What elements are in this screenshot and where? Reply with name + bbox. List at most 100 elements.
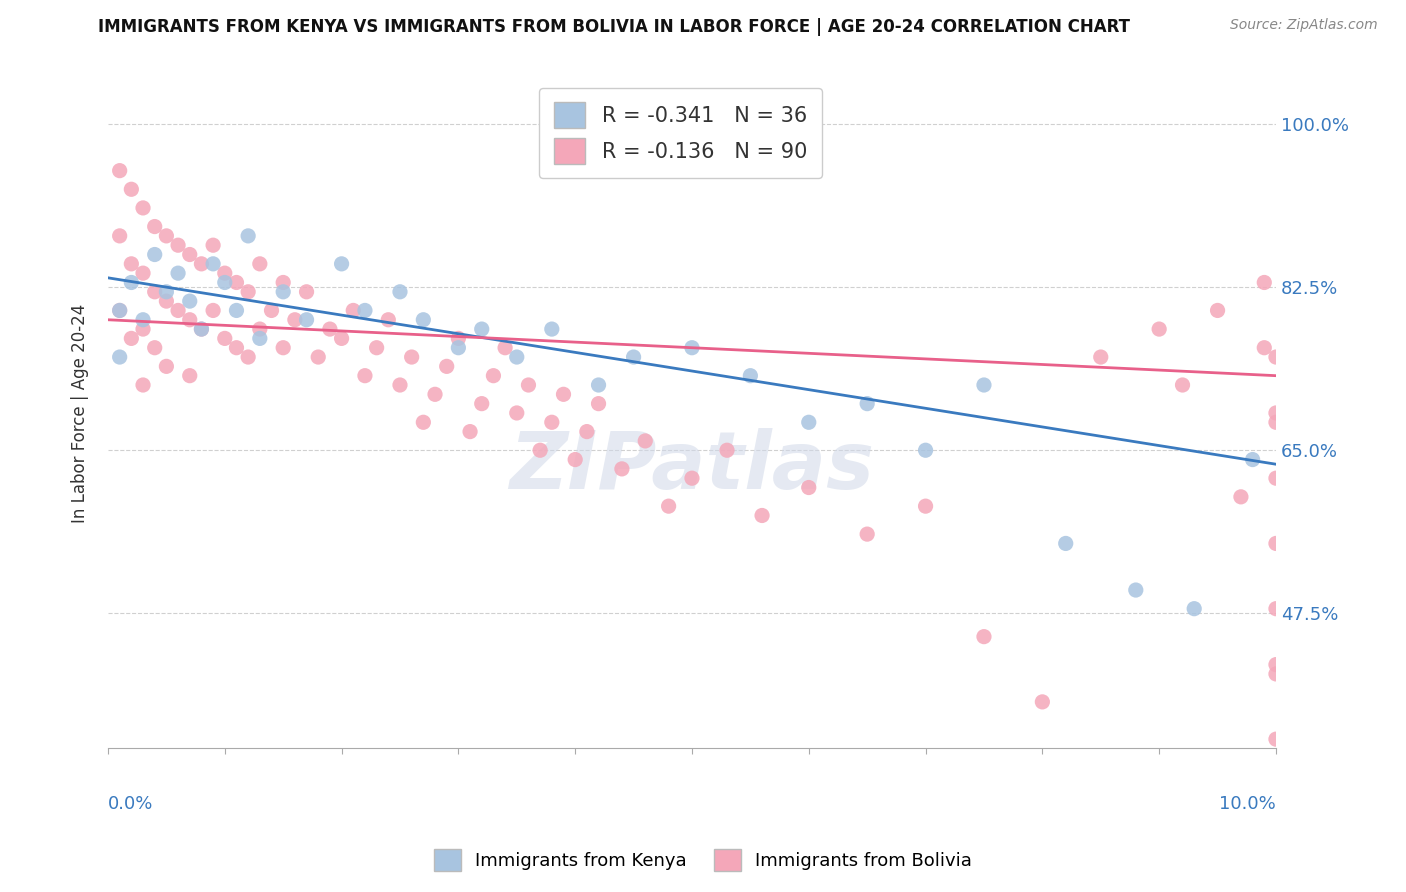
- Point: [108, 350, 131, 364]
- Point: [155, 285, 177, 299]
- Point: [540, 322, 562, 336]
- Point: [143, 247, 166, 261]
- Point: [973, 630, 995, 644]
- Point: [132, 201, 155, 215]
- Point: [588, 378, 610, 392]
- Point: [1230, 490, 1253, 504]
- Point: [179, 294, 201, 309]
- Point: [423, 387, 446, 401]
- Point: [132, 266, 155, 280]
- Point: [797, 481, 820, 495]
- Point: [1171, 378, 1194, 392]
- Point: [658, 499, 681, 513]
- Point: [155, 228, 177, 243]
- Point: [575, 425, 598, 439]
- Point: [1182, 601, 1205, 615]
- Point: [1090, 350, 1112, 364]
- Point: [132, 322, 155, 336]
- Point: [330, 257, 353, 271]
- Legend: R = -0.341   N = 36, R = -0.136   N = 90: R = -0.341 N = 36, R = -0.136 N = 90: [540, 87, 821, 178]
- Point: [366, 341, 388, 355]
- Point: [249, 257, 271, 271]
- Point: [236, 228, 259, 243]
- Point: [190, 257, 212, 271]
- Point: [1031, 695, 1053, 709]
- Point: [167, 303, 190, 318]
- Point: [1265, 415, 1288, 429]
- Point: [471, 322, 494, 336]
- Point: [120, 331, 142, 345]
- Point: [307, 350, 329, 364]
- Point: [1147, 322, 1170, 336]
- Point: [634, 434, 657, 448]
- Point: [271, 276, 294, 290]
- Point: [271, 341, 294, 355]
- Point: [681, 471, 703, 485]
- Point: [681, 341, 703, 355]
- Text: Source: ZipAtlas.com: Source: ZipAtlas.com: [1230, 18, 1378, 32]
- Point: [319, 322, 342, 336]
- Point: [553, 387, 575, 401]
- Point: [108, 163, 131, 178]
- Point: [295, 285, 318, 299]
- Point: [377, 312, 399, 326]
- Y-axis label: In Labor Force | Age 20-24: In Labor Force | Age 20-24: [72, 303, 89, 523]
- Point: [564, 452, 586, 467]
- Point: [249, 322, 271, 336]
- Point: [214, 331, 236, 345]
- Point: [388, 378, 411, 392]
- Point: [506, 350, 529, 364]
- Point: [401, 350, 423, 364]
- Text: 10.0%: 10.0%: [1219, 796, 1277, 814]
- Text: IMMIGRANTS FROM KENYA VS IMMIGRANTS FROM BOLIVIA IN LABOR FORCE | AGE 20-24 CORR: IMMIGRANTS FROM KENYA VS IMMIGRANTS FROM…: [98, 18, 1130, 36]
- Point: [236, 350, 259, 364]
- Point: [120, 257, 142, 271]
- Point: [354, 303, 377, 318]
- Text: ZIPatlas: ZIPatlas: [509, 427, 875, 506]
- Point: [120, 276, 142, 290]
- Point: [482, 368, 505, 383]
- Point: [973, 378, 995, 392]
- Point: [1265, 601, 1288, 615]
- Point: [412, 312, 434, 326]
- Point: [529, 443, 551, 458]
- Point: [914, 443, 936, 458]
- Point: [412, 415, 434, 429]
- Point: [1265, 667, 1288, 681]
- Point: [1265, 536, 1288, 550]
- Point: [271, 285, 294, 299]
- Point: [1054, 536, 1077, 550]
- Point: [225, 303, 247, 318]
- Point: [716, 443, 738, 458]
- Point: [179, 312, 201, 326]
- Point: [1125, 582, 1147, 597]
- Point: [190, 322, 212, 336]
- Point: [143, 341, 166, 355]
- Point: [797, 415, 820, 429]
- Point: [540, 415, 562, 429]
- Point: [1265, 350, 1288, 364]
- Point: [1206, 303, 1229, 318]
- Legend: Immigrants from Kenya, Immigrants from Bolivia: Immigrants from Kenya, Immigrants from B…: [426, 842, 980, 879]
- Point: [214, 266, 236, 280]
- Point: [108, 228, 131, 243]
- Point: [132, 378, 155, 392]
- Point: [856, 527, 879, 541]
- Point: [494, 341, 516, 355]
- Point: [202, 257, 225, 271]
- Point: [214, 276, 236, 290]
- Point: [120, 182, 142, 196]
- Point: [354, 368, 377, 383]
- Point: [447, 331, 470, 345]
- Point: [610, 462, 633, 476]
- Point: [856, 397, 879, 411]
- Point: [260, 303, 283, 318]
- Point: [447, 341, 470, 355]
- Point: [330, 331, 353, 345]
- Point: [155, 294, 177, 309]
- Point: [506, 406, 529, 420]
- Point: [108, 303, 131, 318]
- Point: [202, 303, 225, 318]
- Point: [436, 359, 458, 374]
- Point: [167, 266, 190, 280]
